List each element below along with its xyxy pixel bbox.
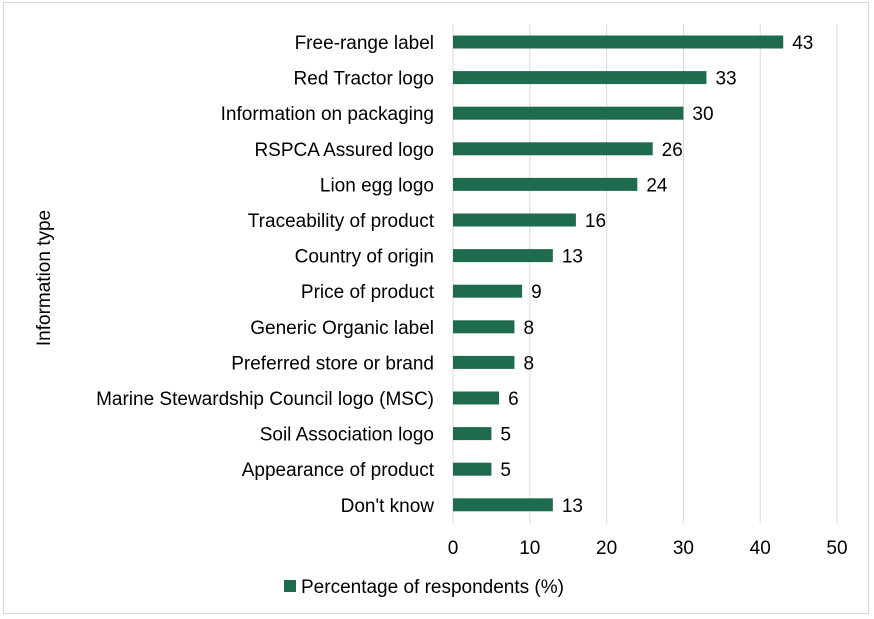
value-label: 5 [500, 425, 511, 446]
bar [453, 462, 492, 476]
chart-frame [3, 2, 869, 614]
bar [453, 284, 523, 298]
category-label: Traceability of product [248, 211, 435, 232]
category-label: Price of product [301, 282, 435, 303]
value-label: 24 [646, 175, 668, 196]
category-label: Soil Association logo [260, 425, 434, 446]
category-label: RSPCA Assured logo [254, 140, 434, 161]
x-tick-labels: 0 10 20 30 40 50 [448, 538, 848, 559]
category-labels: Free-range label Red Tractor logo Informat… [96, 33, 435, 517]
value-label: 33 [715, 69, 736, 90]
x-tick-label: 20 [596, 538, 617, 559]
value-label: 9 [531, 282, 542, 303]
value-label: 8 [523, 318, 534, 339]
value-label: 26 [662, 140, 683, 161]
x-tick-label: 50 [826, 538, 847, 559]
category-label: Don't know [341, 496, 435, 517]
bar [453, 249, 553, 263]
value-label: 13 [562, 496, 583, 517]
category-label: Lion egg logo [320, 175, 434, 196]
y-axis-title: Information type [34, 210, 55, 346]
bar [453, 35, 784, 49]
category-label: Country of origin [295, 247, 434, 268]
category-label: Red Tractor logo [294, 69, 434, 90]
bar [453, 142, 653, 156]
bar [453, 71, 707, 85]
bar [453, 106, 684, 120]
bar [453, 498, 553, 512]
bars [453, 35, 784, 512]
legend-swatch [284, 580, 296, 592]
value-label: 16 [585, 211, 606, 232]
category-label: Appearance of product [242, 460, 435, 481]
category-label: Generic Organic label [250, 318, 434, 339]
x-tick-label: 40 [750, 538, 771, 559]
bar [453, 355, 515, 369]
value-label: 30 [692, 104, 713, 125]
value-label: 6 [508, 389, 519, 410]
legend-label: Percentage of respondents (%) [301, 577, 564, 598]
bar [453, 320, 515, 334]
value-label: 43 [792, 33, 813, 54]
bar [453, 391, 500, 405]
gridlines [452, 24, 838, 523]
category-label: Marine Stewardship Council logo (MSC) [96, 389, 434, 410]
x-tick-label: 10 [519, 538, 540, 559]
bar [453, 427, 492, 441]
bar [453, 213, 576, 227]
legend: Percentage of respondents (%) [284, 577, 564, 598]
category-label: Preferred store or brand [231, 353, 434, 374]
value-label: 5 [500, 460, 511, 481]
value-label: 13 [562, 247, 583, 268]
category-label: Free-range label [295, 33, 434, 54]
x-tick-label: 0 [448, 538, 459, 559]
x-tick-label: 30 [673, 538, 694, 559]
bar [453, 177, 638, 191]
category-label: Information on packaging [221, 104, 434, 125]
value-label: 8 [523, 353, 534, 374]
